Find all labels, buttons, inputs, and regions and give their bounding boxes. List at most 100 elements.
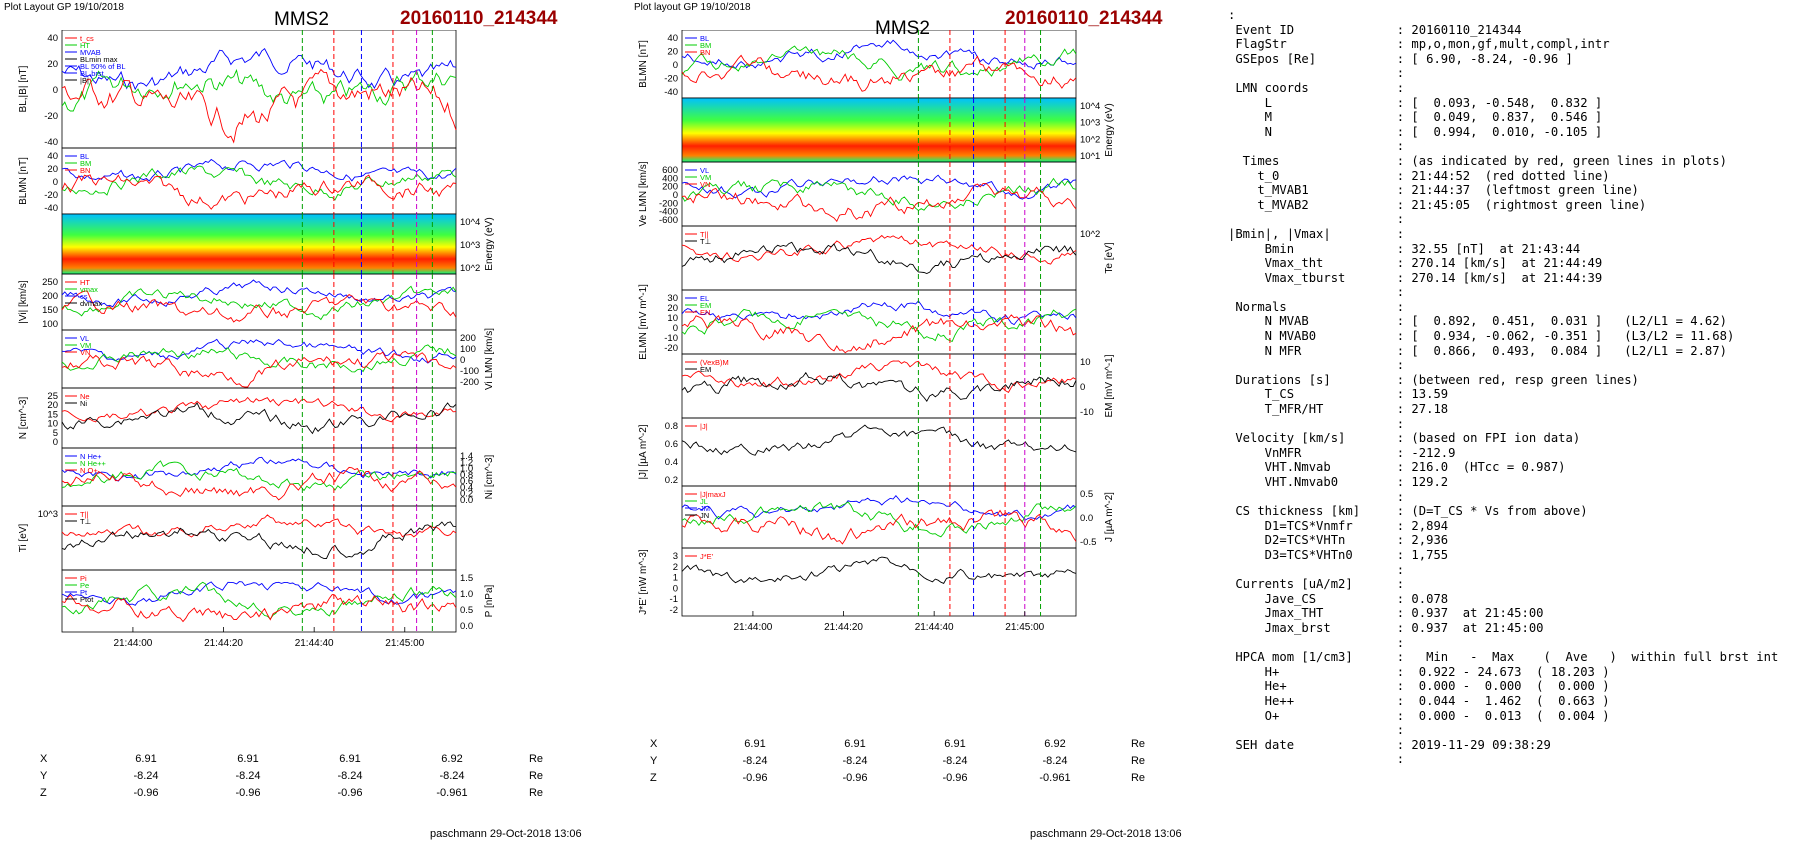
y-tick-label: 1.0 <box>460 589 473 600</box>
info-line: Vmax_tht : 270.14 [km/s] at 21:44:49 <box>1228 256 1603 271</box>
series-line <box>61 521 457 559</box>
ephemeris-label: Z <box>40 786 47 799</box>
y-tick-label: -10 <box>664 333 678 344</box>
panel-frame <box>61 569 457 633</box>
ephemeris-unit: Re <box>528 752 543 765</box>
panel-2: 10^4 10^3 10^2 Energy (eV) <box>61 213 495 275</box>
info-line: Currents [uA/m2] : <box>1228 577 1405 592</box>
y-tick-label: 0 <box>673 583 678 594</box>
y-tick-label: 0.5 <box>460 605 473 616</box>
y-axis-label: BL,|B| [nT] <box>18 65 29 112</box>
y-axis-label: Energy (eV) <box>1104 103 1115 156</box>
y-tick-label: 20 <box>47 164 58 175</box>
info-line: : <box>1228 562 1405 577</box>
info-line: Velocity [km/s] : (based on FPI ion data… <box>1228 431 1581 446</box>
y-tick-label: -200 <box>659 198 678 209</box>
legend-label: VN <box>80 348 90 357</box>
y-tick-label: 20 <box>667 303 678 314</box>
series-line <box>61 290 457 323</box>
panel-frame <box>681 30 1077 99</box>
y-tick-label: 0 <box>460 355 465 366</box>
y-tick-label: 10^1 <box>1080 151 1100 162</box>
spectrogram <box>62 214 456 274</box>
legend-label: JL <box>700 497 708 506</box>
ephemeris-value: -8.24 <box>133 769 159 782</box>
panel-6: 0.8 0.6 0.4 0.2 |J| [µA m^-2] |J| <box>638 417 1077 487</box>
y-tick-label: 10^4 <box>460 217 480 228</box>
series-line <box>61 581 457 606</box>
info-line: N MVAB : [ 0.892, 0.451, 0.031 ] (L2/L1 … <box>1228 314 1727 329</box>
y-axis-label: |J| [µA m^-2] <box>638 424 649 479</box>
y-tick-label: 0 <box>53 85 58 96</box>
legend-label: |B| <box>80 76 89 85</box>
info-line: M : [ 0.049, 0.837, 0.546 ] <box>1228 110 1603 125</box>
info-line: t_0 : 21:44:52 (red dotted line) <box>1228 168 1610 183</box>
legend-label: BL,brst <box>80 69 105 78</box>
info-line: : <box>1228 752 1405 767</box>
y-tick-label: 25 <box>47 391 58 402</box>
series-line <box>61 396 457 423</box>
info-line: He++ : 0.044 - 1.462 ( 0.663 ) <box>1228 693 1610 708</box>
y-tick-label: 10^2 <box>1080 134 1100 145</box>
info-line: : <box>1228 358 1405 373</box>
ephemeris-value: 6.91 <box>339 752 361 765</box>
info-line: VnMFR : -212.9 <box>1228 445 1456 460</box>
y-tick-label: -40 <box>44 137 58 148</box>
y-axis-label: J [µA m^-2] <box>1104 492 1115 542</box>
y-tick-label: 10^3 <box>460 240 480 251</box>
series-line <box>61 285 457 321</box>
left-plot-header: Plot Layout GP 19/10/2018 <box>4 2 124 13</box>
x-tick-label: 21:44:40 <box>915 622 954 633</box>
panel-frame <box>61 447 457 507</box>
info-line: Jave_CS : 0.078 <box>1228 591 1449 606</box>
x-tick-label: 21:44:00 <box>733 622 772 633</box>
series-line <box>61 68 457 112</box>
series-line <box>681 182 1077 223</box>
ephemeris-value: -8.24 <box>742 754 768 767</box>
y-tick-label: 0 <box>53 177 58 188</box>
ephemeris-label: Y <box>40 769 48 782</box>
legend-label: MVAB <box>80 48 101 57</box>
y-axis-label: N [cm^-3] <box>18 397 29 440</box>
ephemeris-value: -8.24 <box>439 769 465 782</box>
ephemeris-value: -0.961 <box>436 786 468 799</box>
ephemeris-value: 6.91 <box>744 737 766 750</box>
legend-label: EL <box>700 294 709 303</box>
series-line <box>61 344 457 373</box>
info-line: Bmin : 32.55 [nT] at 21:43:44 <box>1228 241 1581 256</box>
ephemeris-value: 6.91 <box>944 737 966 750</box>
y-tick-label: -600 <box>659 215 678 226</box>
y-tick-label: 3 <box>673 551 678 562</box>
series-line <box>61 174 457 210</box>
info-line: O+ : 0.000 - 0.013 ( 0.004 ) <box>1228 708 1610 723</box>
ephemeris-unit: Re <box>1130 771 1145 784</box>
y-axis-label: Ni [cm^-3] <box>484 454 495 499</box>
y-tick-label: 5 <box>53 428 58 439</box>
ephemeris-row: Z -0.96 -0.96 -0.96 -0.961 Re <box>40 784 543 801</box>
series-line <box>61 460 457 492</box>
series-line <box>681 45 1077 81</box>
y-axis-label: EM [mV m^-1] <box>1104 354 1115 417</box>
legend-label: BLmin max <box>80 55 118 64</box>
y-tick-label: 100 <box>460 344 476 355</box>
legend-label: VL <box>700 166 709 175</box>
y-tick-label: 1.2 <box>460 457 473 468</box>
y-tick-label: 40 <box>47 151 58 162</box>
legend-label: VL <box>80 334 89 343</box>
y-tick-label: 250 <box>42 277 58 288</box>
info-line: Vmax_tburst : 270.14 [km/s] at 21:44:39 <box>1228 270 1603 285</box>
ephemeris-row: Y -8.24 -8.24 -8.24 -8.24 Re <box>650 752 1145 769</box>
series-line <box>61 350 457 388</box>
legend-label: HT <box>80 278 90 287</box>
y-axis-label: BLMN [nT] <box>638 40 649 88</box>
info-line: FlagStr : mp,o,mon,gf,mult,compl,intr <box>1228 37 1610 52</box>
series-line <box>681 300 1077 326</box>
legend-label: Pi <box>80 574 87 583</box>
legend-label: BM <box>80 159 91 168</box>
info-line: : <box>1228 66 1405 81</box>
y-tick-label: 0.6 <box>460 476 473 487</box>
ephemeris-value: -0.961 <box>1039 771 1071 784</box>
info-line: VHT.Nmvab : 216.0 (HTcc = 0.987) <box>1228 460 1566 475</box>
